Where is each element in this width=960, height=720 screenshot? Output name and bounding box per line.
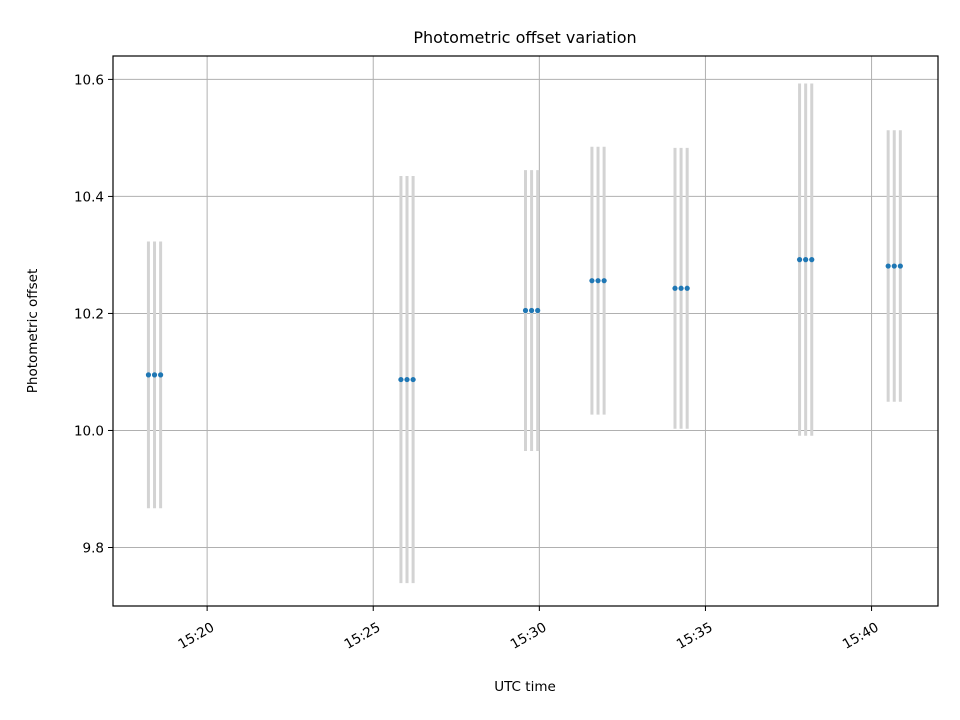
- data-point: [809, 257, 815, 263]
- data-point: [803, 257, 809, 263]
- data-point: [404, 376, 410, 383]
- data-point: [595, 278, 601, 284]
- chart-title: Photometric offset variation: [413, 28, 636, 47]
- y-tick-label: 10.4: [74, 189, 104, 205]
- data-point: [589, 278, 595, 284]
- data-point: [885, 263, 891, 269]
- data-point: [528, 307, 535, 314]
- x-axis-label: UTC time: [494, 679, 556, 695]
- data-point: [158, 372, 164, 378]
- data-point: [398, 376, 404, 383]
- data-point: [891, 263, 897, 269]
- data-point: [535, 307, 541, 314]
- y-axis-ticks: 9.8 10.0 10.2 10.4 10.6: [74, 72, 113, 556]
- y-tick-label: 10.6: [74, 72, 104, 88]
- data-point: [672, 285, 678, 291]
- y-tick-label: 10.2: [74, 306, 104, 322]
- y-tick-label: 9.8: [83, 540, 104, 556]
- y-tick-label: 10.0: [74, 423, 104, 439]
- data-point: [796, 257, 803, 263]
- data-point: [684, 285, 690, 291]
- data-point: [151, 372, 158, 378]
- data-point: [601, 278, 607, 284]
- data-point: [897, 263, 903, 269]
- plot-frame: [112, 55, 939, 607]
- data-point: [678, 285, 684, 291]
- data-point: [410, 376, 416, 383]
- data-point: [522, 307, 529, 314]
- data-point: [145, 372, 152, 378]
- data-points: [145, 257, 903, 383]
- y-axis-label: Photometric offset: [25, 269, 41, 393]
